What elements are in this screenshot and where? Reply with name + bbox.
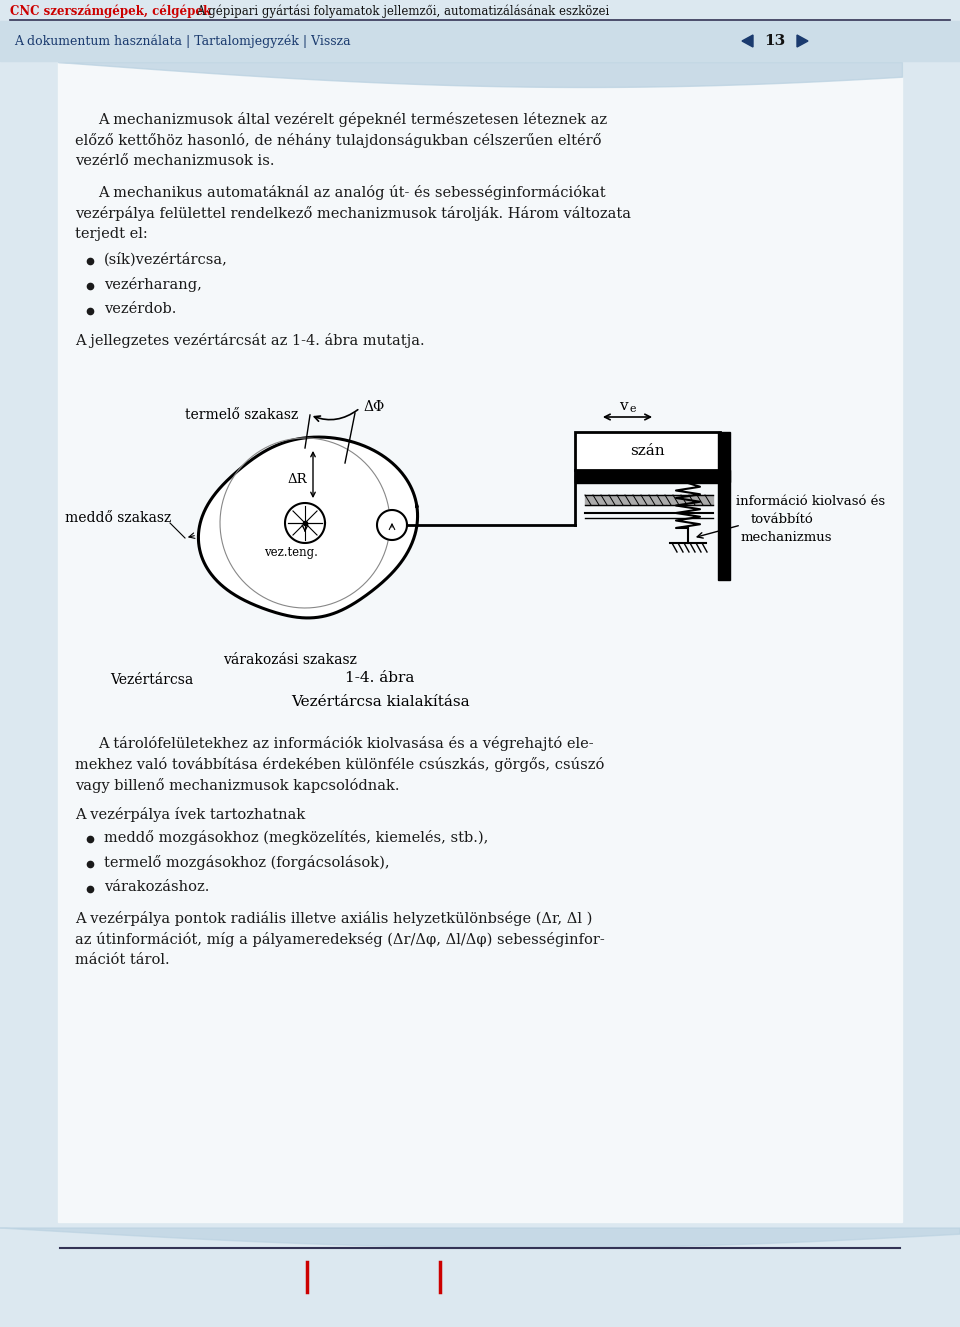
Text: termelő szakasz: termelő szakasz (185, 407, 299, 422)
Polygon shape (199, 437, 418, 618)
Polygon shape (377, 510, 407, 540)
Text: (sík)vezértárcsa,: (sík)vezértárcsa, (104, 252, 228, 267)
Text: vezérharang,: vezérharang, (104, 277, 202, 292)
Text: Vezértárcsa: Vezértárcsa (110, 673, 193, 687)
Text: A vezérpálya ívek tartozhatnak: A vezérpálya ívek tartozhatnak (75, 807, 305, 821)
Text: A gépipari gyártási folyamatok jellemzői, automatizálásának eszközei: A gépipari gyártási folyamatok jellemzői… (196, 4, 610, 17)
Bar (58, 62, 902, 1222)
Text: mációt tárol.: mációt tárol. (75, 953, 170, 967)
Text: termelő mozgásokhoz (forgácsolások),: termelő mozgásokhoz (forgácsolások), (104, 855, 390, 871)
Text: CNC szerszámgépek, célgépek: CNC szerszámgépek, célgépek (10, 4, 211, 17)
Text: vezérlő mechanizmusok is.: vezérlő mechanizmusok is. (75, 154, 275, 169)
Text: ΔΦ: ΔΦ (363, 399, 384, 414)
Polygon shape (285, 503, 325, 543)
Text: meddő mozgásokhoz (megközelítés, kiemelés, stb.),: meddő mozgásokhoz (megközelítés, kiemelé… (104, 829, 489, 845)
Text: v: v (619, 399, 628, 413)
Text: szán: szán (630, 445, 665, 458)
Bar (575, 475, 718, 483)
Bar (718, 433, 730, 580)
Text: vez.teng.: vez.teng. (264, 545, 318, 559)
Text: A dokumentum használata | Tartalomjegyzék | Vissza: A dokumentum használata | Tartalomjegyzé… (14, 35, 350, 48)
Bar (575, 433, 720, 470)
Text: továbbító: továbbító (751, 514, 814, 525)
Text: az útinformációt, míg a pályameredekség (Δr/Δφ, Δl/Δφ) sebességinfor-: az útinformációt, míg a pályameredekség … (75, 932, 605, 947)
Text: 13: 13 (764, 35, 785, 48)
Text: ΔR: ΔR (287, 472, 306, 486)
Text: információ kiolvasó és: információ kiolvasó és (736, 495, 885, 508)
Text: Vezértárcsa kialakítása: Vezértárcsa kialakítása (291, 695, 469, 709)
Text: e: e (630, 403, 636, 414)
Text: terjedt el:: terjedt el: (75, 227, 148, 242)
Text: vezérdob.: vezérdob. (104, 303, 177, 316)
Text: A tárolófelületekhez az információk kiolvasása és a végrehajtó ele-: A tárolófelületekhez az információk kiol… (98, 736, 593, 751)
Text: A jellegzetes vezértárcsát az 1-4. ábra mutatja.: A jellegzetes vezértárcsát az 1-4. ábra … (75, 333, 424, 348)
Bar (0, 21, 960, 61)
Text: vezérpálya felülettel rendelkező mechanizmusok tárolják. Három változata: vezérpálya felülettel rendelkező mechani… (75, 206, 631, 222)
Text: várakozási szakasz: várakozási szakasz (223, 653, 357, 667)
Text: mechanizmus: mechanizmus (741, 531, 832, 544)
Text: vagy billenő mechanizmusok kapcsolódnak.: vagy billenő mechanizmusok kapcsolódnak. (75, 778, 399, 794)
Bar (585, 495, 713, 506)
Text: A mechanikus automatáknál az analóg út- és sebességinformációkat: A mechanikus automatáknál az analóg út- … (98, 184, 606, 200)
Text: A vezérpálya pontok radiális illetve axiális helyzetkülönbsége (Δr, Δl ): A vezérpálya pontok radiális illetve axi… (75, 912, 592, 926)
Bar (575, 470, 730, 482)
Text: előző kettőhöz hasonló, de néhány tulajdonságukban célszerűen eltérő: előző kettőhöz hasonló, de néhány tulajd… (75, 133, 602, 149)
Polygon shape (797, 35, 808, 46)
Text: mekhez való továbbítása érdekében különféle csúszkás, görgős, csúszó: mekhez való továbbítása érdekében különf… (75, 756, 605, 772)
Polygon shape (742, 35, 753, 46)
Bar (0, 1227, 960, 1327)
Text: meddő szakasz: meddő szakasz (65, 511, 171, 525)
Text: A mechanizmusok által vezérelt gépeknél természetesen léteznek az: A mechanizmusok által vezérelt gépeknél … (98, 111, 607, 127)
Text: 1-4. ábra: 1-4. ábra (346, 671, 415, 685)
Text: várakozáshoz.: várakozáshoz. (104, 880, 209, 894)
